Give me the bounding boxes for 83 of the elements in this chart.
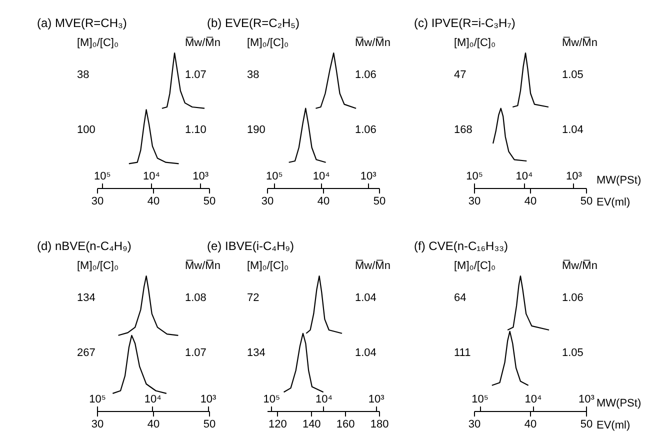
text: 168 (454, 124, 472, 136)
x-tick-label: 140 (302, 418, 321, 430)
text: 100 (77, 124, 96, 136)
text: M̅w/M̅n (562, 36, 598, 49)
text: 134 (247, 347, 266, 359)
x-tick-label: 40 (147, 196, 160, 208)
text: [M]₀/[C]₀ (454, 260, 496, 272)
x2-tick-label: 10⁴ (312, 170, 330, 182)
x2-tick-label: 10⁴ (144, 394, 162, 406)
x-tick-label: 50 (580, 196, 593, 208)
text: 38 (247, 69, 260, 81)
x2-tick-label: 10⁵ (266, 170, 283, 182)
chart-title: (f) CVE(n-C₁₆H₃₃) (414, 239, 508, 253)
annotation: 1.04 (355, 347, 376, 359)
text: 72 (247, 292, 260, 304)
x-tick-label: 40 (524, 418, 537, 430)
x-tick-label: 50 (580, 418, 593, 430)
chart-title: (e) IBVE(i-C₄H₉) (207, 239, 294, 253)
text: 64 (454, 292, 466, 304)
x-axis-title: EV(ml) (596, 196, 630, 208)
x-tick-label: 40 (524, 196, 537, 208)
text: 267 (77, 347, 96, 359)
annotation: 1.06 (355, 69, 376, 81)
annotation: 1.06 (562, 292, 584, 304)
x2-tick-label: 10³ (566, 170, 582, 182)
text: [M]₀/[C]₀ (247, 260, 289, 272)
annotation: 1.10 (185, 124, 206, 136)
x2-tick-label: 10⁵ (263, 394, 280, 406)
text: [M]₀/[C]₀ (454, 37, 496, 49)
x-tick-label: 30 (468, 196, 481, 208)
x2-tick-label: 10³ (578, 394, 595, 406)
text: 47 (454, 69, 466, 81)
x-tick-label: 30 (468, 418, 481, 430)
x-tick-label: 50 (203, 196, 216, 208)
text: 190 (247, 124, 266, 136)
annotation: 1.05 (562, 347, 584, 359)
annotation: 1.06 (355, 124, 376, 136)
x2-axis-title: MW(PSt) (596, 398, 642, 410)
x-tick-label: 180 (370, 418, 389, 430)
text: 134 (77, 292, 96, 304)
x2-tick-label: 10⁴ (516, 170, 533, 182)
text: M̅w/M̅n (355, 36, 390, 49)
x2-axis-title: MW(PSt) (596, 174, 642, 186)
x2-tick-label: 10³ (200, 394, 217, 406)
chart-title: (a) MVE(R=CH₃) (37, 16, 127, 30)
x-tick-label: 50 (203, 418, 216, 430)
annotation: 1.08 (185, 292, 206, 304)
x2-tick-label: 10⁴ (316, 394, 333, 406)
x-tick-label: 120 (268, 418, 287, 430)
text: M̅w/M̅n (355, 259, 390, 272)
x2-tick-label: 10³ (360, 170, 377, 182)
chart-title: (b) EVE(R=C₂H₅) (207, 16, 300, 30)
x2-tick-label: 10³ (368, 394, 385, 406)
x-tick-label: 40 (317, 196, 330, 208)
x-tick-label: 30 (91, 418, 104, 430)
text: M̅w/M̅n (185, 259, 220, 272)
chart-title: (d) nBVE(n-C₄H₉) (37, 239, 132, 253)
x2-tick-label: 10⁵ (94, 170, 111, 182)
x2-tick-label: 10⁵ (89, 394, 106, 406)
text: [M]₀/[C]₀ (247, 37, 289, 49)
x-tick-label: 50 (373, 196, 386, 208)
text: [M]₀/[C]₀ (77, 260, 119, 272)
x-axis-title: EV(ml) (596, 420, 630, 432)
text: 38 (77, 69, 90, 81)
x-tick-label: 40 (147, 418, 160, 430)
x2-tick-label: 10³ (192, 170, 209, 182)
x-tick-label: 160 (336, 418, 355, 430)
x2-tick-label: 10⁴ (143, 170, 160, 182)
text: 111 (454, 347, 471, 359)
annotation: 1.04 (562, 124, 584, 136)
x-tick-label: 30 (261, 196, 274, 208)
annotation: 1.05 (562, 69, 584, 81)
chart-title: (c) IPVE(R=i-C₃H₇) (414, 16, 516, 30)
x2-tick-label: 10⁴ (524, 394, 542, 406)
x-tick-label: 30 (91, 196, 104, 208)
x2-tick-label: 10⁵ (466, 170, 483, 182)
x2-tick-label: 10⁵ (472, 394, 488, 406)
text: M̅w/M̅n (185, 36, 220, 49)
annotation: 1.07 (185, 347, 206, 359)
annotation: 1.07 (185, 69, 206, 81)
text: M̅w/M̅n (562, 259, 598, 272)
text: [M]₀/[C]₀ (77, 37, 119, 49)
annotation: 1.04 (355, 292, 376, 304)
